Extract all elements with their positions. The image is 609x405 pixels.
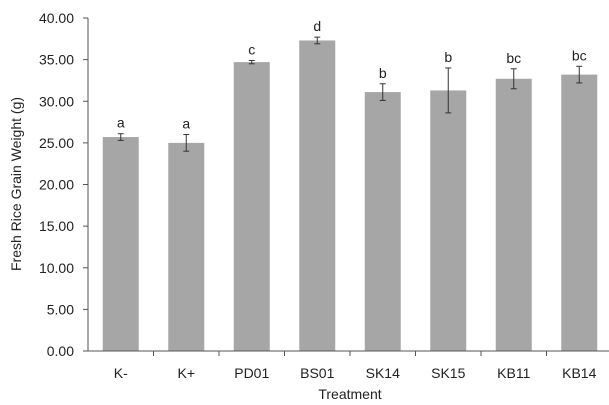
y-tick-label: 40.00	[39, 10, 74, 26]
y-tick-label: 5.00	[47, 301, 74, 317]
y-axis-label: Fresh Rice Grain Weight (g)	[8, 97, 24, 271]
x-tick-label: K-	[114, 365, 128, 381]
y-tick-label: 30.00	[39, 93, 74, 109]
significance-letter: b	[379, 65, 387, 81]
x-tick-label: PD01	[234, 365, 269, 381]
significance-letter: a	[182, 116, 190, 132]
bar	[233, 62, 270, 352]
x-tick-label: BS01	[300, 365, 334, 381]
error-bars	[117, 36, 583, 152]
bars	[102, 40, 598, 352]
y-tick-label: 20.00	[39, 177, 74, 193]
bar	[561, 74, 598, 352]
bar	[102, 137, 139, 351]
significance-letters: a a c d b b bc bc	[117, 18, 587, 131]
y-tick-label: 25.00	[39, 135, 74, 151]
significance-letter: a	[117, 115, 125, 131]
x-tick-label: KB11	[497, 365, 530, 381]
bar	[168, 142, 205, 351]
y-tick-label: 10.00	[39, 260, 74, 276]
y-tick-label: 0.00	[47, 343, 74, 359]
significance-letter: bc	[572, 47, 587, 63]
y-tick-label: 15.00	[39, 218, 74, 234]
significance-letter: bc	[506, 50, 521, 66]
x-tick-label: K+	[177, 365, 195, 381]
bar	[299, 40, 336, 351]
x-tick-label: KB14	[562, 365, 596, 381]
x-tick-label: SK14	[366, 365, 400, 381]
bar	[364, 92, 401, 351]
y-tick-label: 35.00	[39, 52, 74, 68]
x-axis-label: Treatment	[318, 386, 381, 402]
bar	[430, 90, 467, 352]
significance-letter: c	[248, 41, 255, 57]
bar	[495, 78, 532, 352]
y-axis-ticks: 0.00 5.00 10.00 15.00 20.00 25.00 30.00 35.00 40…	[39, 10, 88, 359]
x-tick-label: SK15	[431, 365, 465, 381]
significance-letter: d	[313, 18, 321, 34]
significance-letter: b	[444, 49, 452, 65]
x-axis-ticks: K- K+ PD01 BS01 SK14 SK15 KB11 KB14	[114, 351, 597, 381]
